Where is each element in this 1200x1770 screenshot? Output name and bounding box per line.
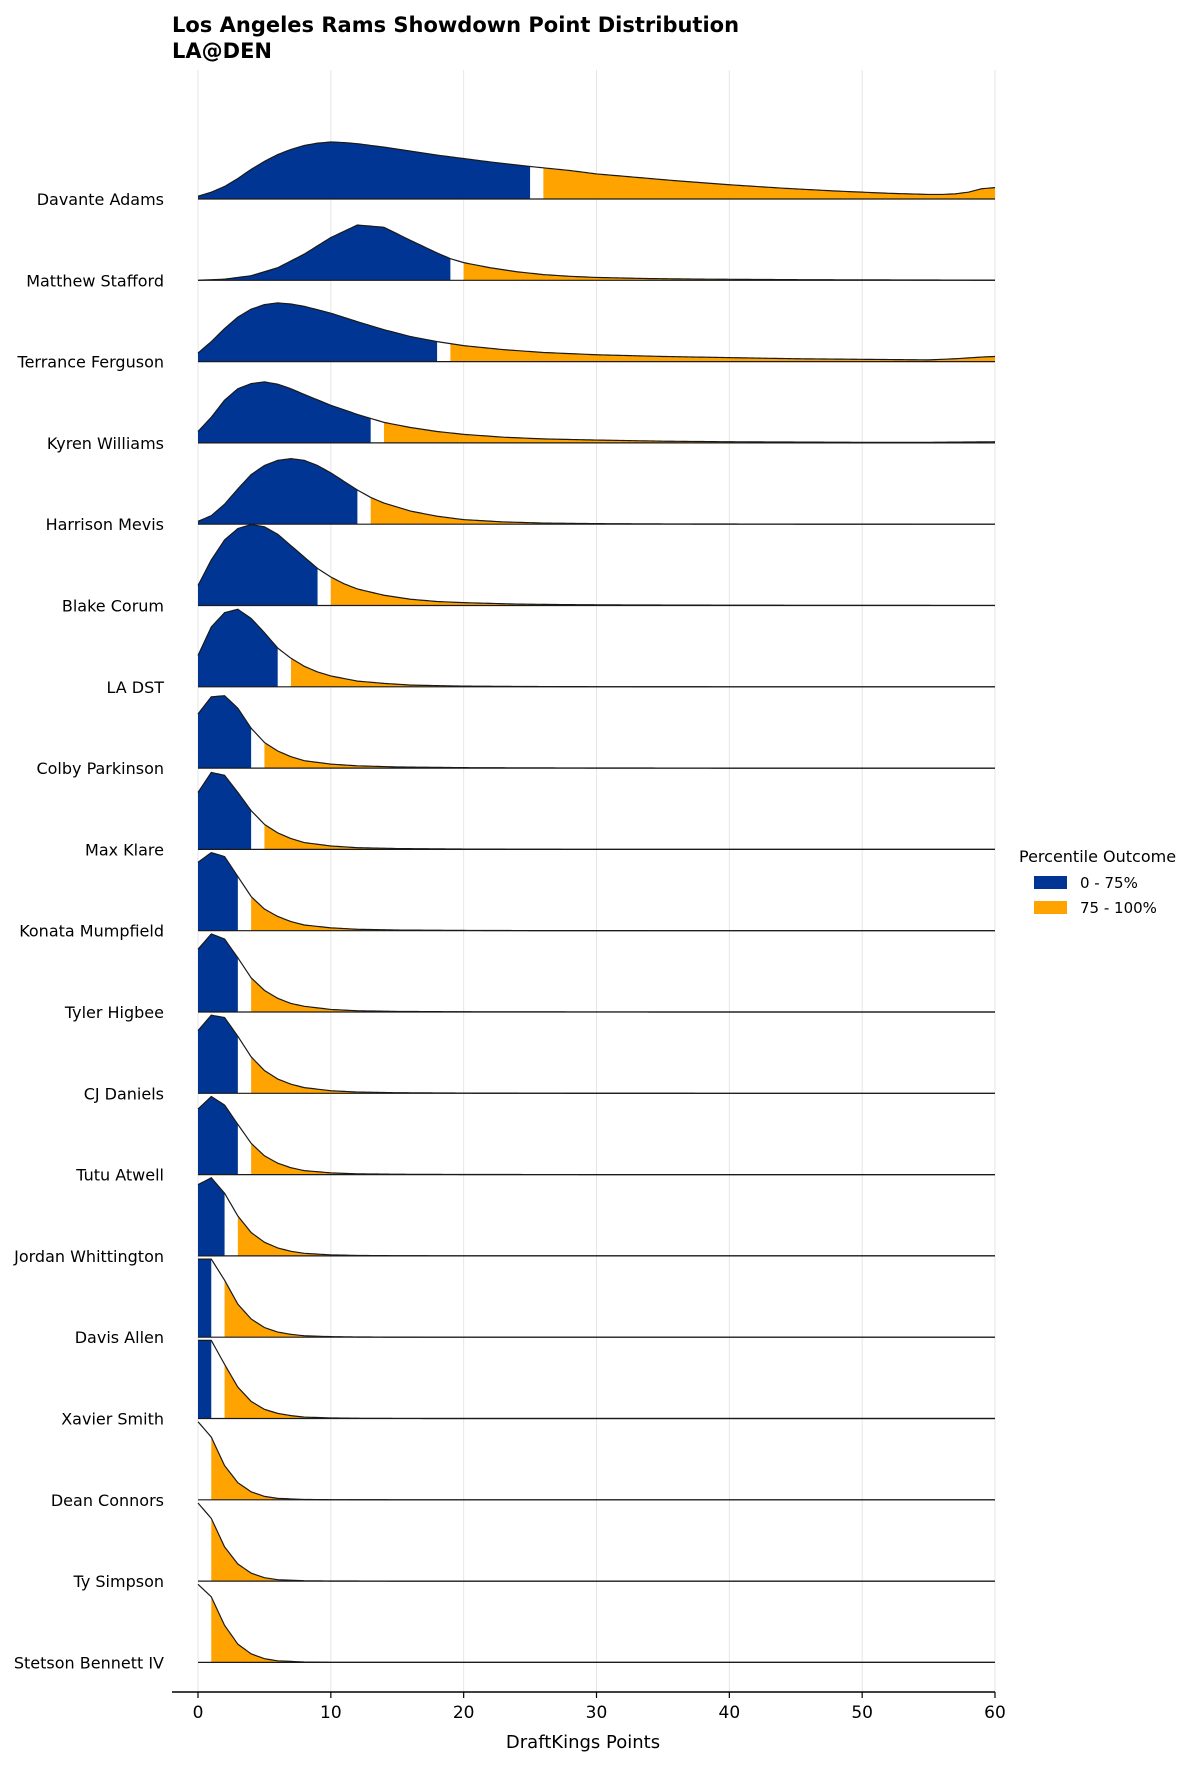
area-0-75: [198, 458, 358, 525]
player-label: Matthew Stafford: [26, 271, 164, 290]
x-tick-label: 30: [586, 1703, 608, 1723]
ridge-cj-daniels: CJ Daniels: [84, 1014, 995, 1103]
x-tick-label: 40: [719, 1703, 741, 1723]
area-75-100: [211, 1518, 995, 1582]
chart-title: Los Angeles Rams Showdown Point Distribu…: [172, 13, 739, 37]
ridge-konata-mumpfield: Konata Mumpfield: [19, 851, 995, 941]
player-label: Konata Mumpfield: [19, 922, 164, 941]
ridge-max-klare: Max Klare: [85, 771, 995, 859]
player-label: Blake Corum: [62, 597, 164, 616]
ridge-stetson-bennett-iv: Stetson Bennett IV: [14, 1583, 995, 1672]
area-0-75: [198, 142, 531, 199]
player-label: Colby Parkinson: [36, 759, 164, 778]
area-0-75: [198, 381, 371, 443]
area-75-100: [237, 1216, 996, 1256]
area-75-100: [264, 824, 995, 850]
player-label: Harrison Mevis: [46, 515, 164, 534]
legend-entry-label: 0 - 75%: [1080, 874, 1138, 892]
ridge-tyler-higbee: Tyler Higbee: [64, 933, 995, 1022]
x-tick-label: 60: [984, 1703, 1006, 1723]
area-75-100: [251, 1143, 995, 1175]
area-0-75: [198, 772, 252, 850]
player-label: Xavier Smith: [61, 1410, 164, 1429]
player-label: Terrance Ferguson: [17, 353, 164, 372]
area-75-100: [251, 977, 995, 1012]
player-label: Davis Allen: [75, 1328, 164, 1347]
player-label: Tyler Higbee: [64, 1003, 164, 1022]
x-tick-label: 50: [851, 1703, 873, 1723]
x-tick-label: 0: [193, 1703, 204, 1723]
area-0-75: [198, 695, 252, 769]
ridge-jordan-whittington: Jordan Whittington: [13, 1177, 996, 1266]
area-0-75: [198, 302, 438, 362]
legend: Percentile Outcome 0 - 75% 75 - 100%: [1019, 847, 1176, 917]
chart-subtitle: LA@DEN: [172, 39, 272, 63]
area-75-100: [211, 1596, 995, 1663]
legend-swatch: [1034, 901, 1067, 914]
ridge-dean-connors: Dean Connors: [51, 1421, 995, 1510]
player-label: Tutu Atwell: [75, 1166, 164, 1185]
area-75-100: [450, 343, 995, 362]
area-75-100: [264, 742, 995, 769]
area-0-75: [198, 1340, 212, 1419]
legend-entry-label: 75 - 100%: [1080, 899, 1157, 917]
area-0-75: [198, 225, 451, 281]
area-0-75: [198, 933, 238, 1012]
area-0-75: [198, 1259, 212, 1338]
ridge-blake-corum: Blake Corum: [62, 523, 996, 616]
area-0-75: [198, 1015, 238, 1094]
ridge-kyren-williams: Kyren Williams: [47, 381, 996, 453]
legend-title: Percentile Outcome: [1019, 847, 1176, 866]
ridge-xavier-smith: Xavier Smith: [61, 1339, 995, 1429]
ridge-terrance-ferguson: Terrance Ferguson: [17, 302, 996, 372]
area-75-100: [224, 1280, 995, 1338]
player-label: Stetson Bennett IV: [14, 1653, 164, 1672]
area-0-75: [198, 524, 318, 606]
area-75-100: [543, 167, 995, 199]
ridge-harrison-mevis: Harrison Mevis: [46, 458, 995, 534]
player-label: Kyren Williams: [47, 434, 164, 453]
player-label: CJ Daniels: [84, 1084, 164, 1103]
player-label: Jordan Whittington: [13, 1247, 164, 1266]
area-75-100: [211, 1437, 995, 1500]
x-axis: 0 10 20 30 40 50 60: [172, 1691, 1006, 1723]
area-0-75: [198, 852, 238, 931]
area-75-100: [251, 896, 995, 931]
player-label: Ty Simpson: [73, 1572, 164, 1591]
density-line: [197, 141, 996, 197]
player-label: Max Klare: [85, 840, 164, 859]
area-0-75: [198, 1096, 238, 1175]
player-label: Davante Adams: [37, 190, 164, 209]
ridge-la-dst: LA DST: [106, 608, 996, 697]
x-tick-label: 20: [453, 1703, 475, 1723]
ridge-matthew-stafford: Matthew Stafford: [26, 224, 996, 290]
area-75-100: [463, 262, 995, 281]
ridge-davante-adams: Davante Adams: [37, 141, 996, 209]
area-75-100: [224, 1364, 995, 1419]
area-75-100: [251, 1056, 995, 1094]
area-75-100: [383, 422, 996, 443]
player-label: LA DST: [106, 678, 164, 697]
area-0-75: [198, 1177, 225, 1256]
ridge-davis-allen: Davis Allen: [75, 1258, 995, 1347]
legend-swatch: [1034, 876, 1067, 889]
density-line: [197, 302, 996, 361]
ridge-layer: Davante Adams Matthew Stafford Terrance Fe…: [13, 141, 996, 1672]
area-75-100: [330, 577, 996, 606]
x-tick-label: 10: [320, 1703, 342, 1723]
ridge-colby-parkinson: Colby Parkinson: [36, 695, 995, 778]
ridge-tutu-atwell: Tutu Atwell: [75, 1095, 995, 1185]
area-0-75: [198, 609, 278, 687]
ridge-ty-simpson: Ty Simpson: [73, 1502, 995, 1591]
player-label: Dean Connors: [51, 1491, 164, 1510]
area-75-100: [370, 497, 995, 525]
x-axis-title: DraftKings Points: [506, 1732, 660, 1753]
area-75-100: [290, 658, 996, 687]
